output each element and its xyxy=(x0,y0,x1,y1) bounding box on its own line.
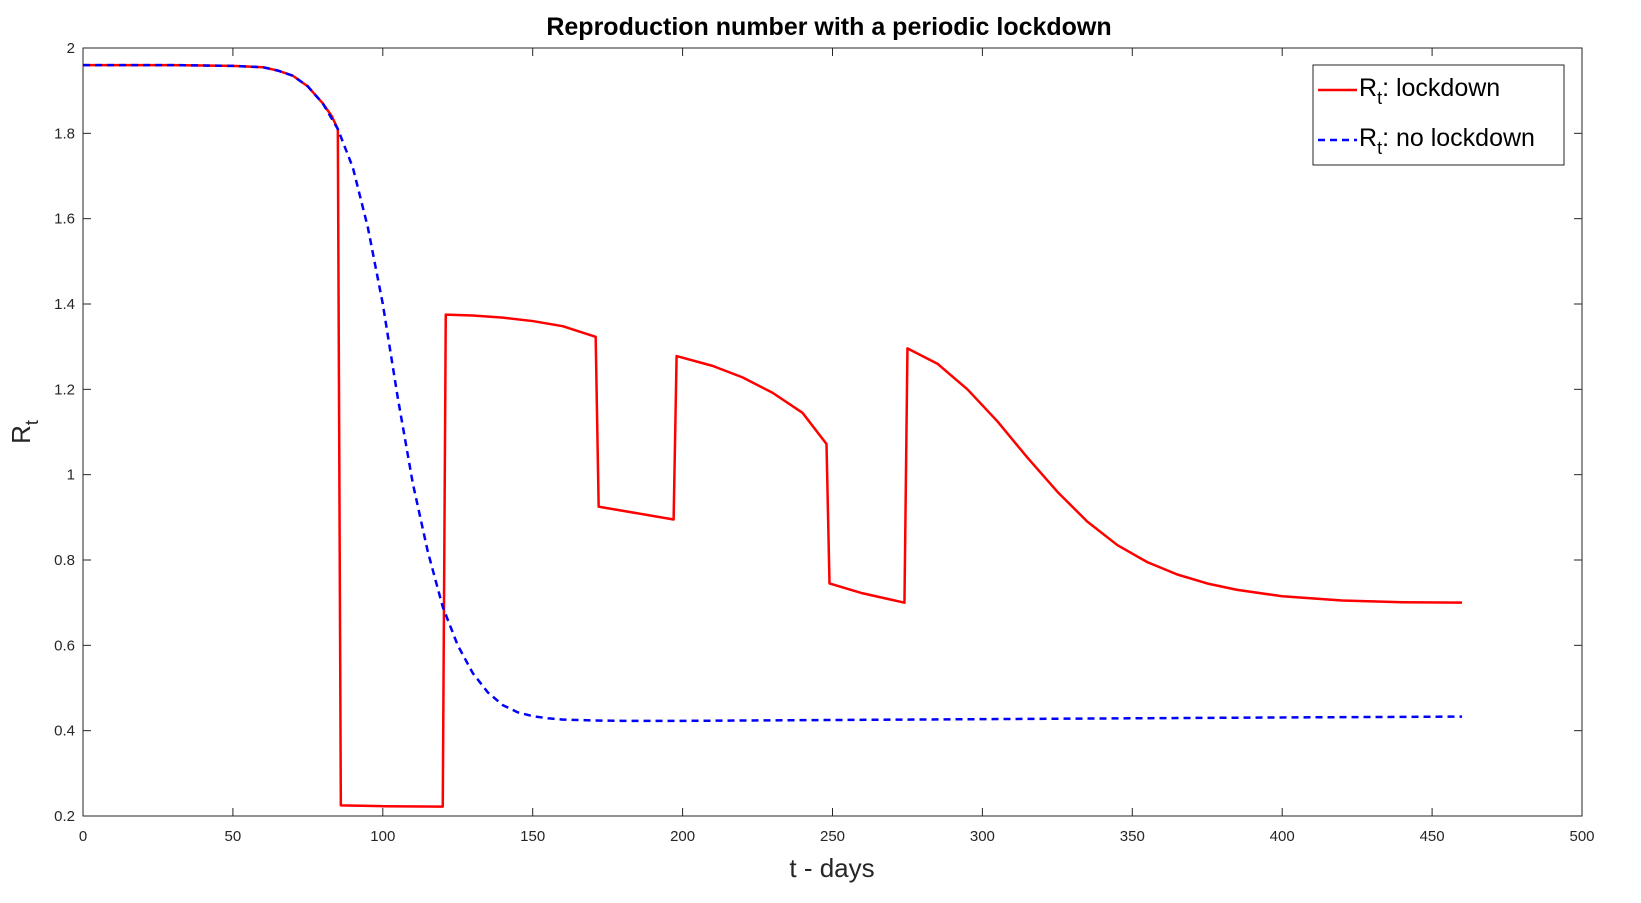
legend: Rt: lockdown Rt: no lockdown xyxy=(1312,64,1565,166)
y-tick-label: 0.8 xyxy=(54,552,75,569)
x-tick-label: 50 xyxy=(225,828,242,845)
x-tick-label: 150 xyxy=(520,828,545,845)
x-tick-label: 350 xyxy=(1120,828,1145,845)
chart-title: Reproduction number with a periodic lock… xyxy=(546,13,1111,41)
y-tick-label: 0.2 xyxy=(54,808,75,825)
x-axis-ticks: 0 50 100 150 200 250 300 350 400 450 500 xyxy=(79,48,1595,845)
y-axis-label-main: R xyxy=(6,425,36,444)
y-tick-label: 1 xyxy=(67,467,75,484)
y-tick-label: 1.8 xyxy=(54,125,75,142)
y-axis-label: Rt xyxy=(6,420,42,444)
y-axis-label-sub: t xyxy=(22,420,42,425)
x-tick-label: 450 xyxy=(1420,828,1445,845)
x-tick-label: 250 xyxy=(820,828,845,845)
plot-area xyxy=(82,47,1583,817)
x-tick-label: 400 xyxy=(1270,828,1295,845)
y-tick-label: 0.4 xyxy=(54,723,75,740)
x-tick-label: 200 xyxy=(670,828,695,845)
legend-box xyxy=(1312,64,1565,166)
x-tick-label: 300 xyxy=(970,828,995,845)
y-tick-label: 1.4 xyxy=(54,296,75,313)
x-tick-label: 100 xyxy=(370,828,395,845)
legend-label-lockdown: Rt: lockdown xyxy=(1359,74,1500,108)
legend-label-no-lockdown: Rt: no lockdown xyxy=(1359,124,1535,158)
series-line-lockdown xyxy=(83,63,1463,808)
x-tick-label: 0 xyxy=(79,828,87,845)
y-tick-label: 0.6 xyxy=(54,637,75,654)
y-tick-label: 1.2 xyxy=(54,381,75,398)
y-axis-ticks: 0.2 0.4 0.6 0.8 1 1.2 1.4 1.6 1.8 2 xyxy=(54,40,1582,825)
x-axis-label: t - days xyxy=(789,853,874,883)
series-line-no-lockdown xyxy=(83,63,1463,723)
y-tick-label: 2 xyxy=(67,40,75,57)
svg-text:Rt: Rt xyxy=(6,420,42,444)
series-group xyxy=(83,63,1463,808)
y-tick-label: 1.6 xyxy=(54,211,75,228)
x-tick-label: 500 xyxy=(1569,828,1594,845)
